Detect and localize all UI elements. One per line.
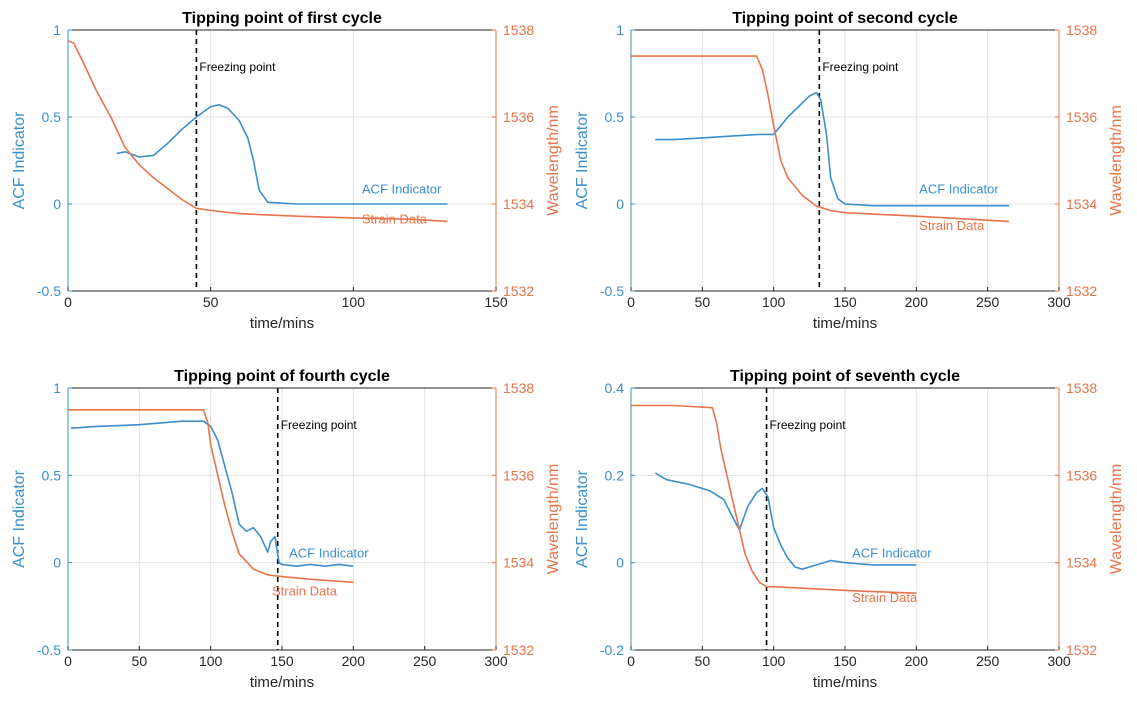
freezing-point-label: Freezing point [199,60,276,74]
x-axis-label: time/mins [250,315,314,332]
y-tick-label: -0.5 [600,283,624,299]
y-tick-label: 0.2 [605,467,625,483]
y2-tick-label: 1532 [503,283,534,299]
x-tick-label: 150 [270,653,294,669]
y2-tick-label: 1538 [503,380,534,396]
y2-axis-label: Wavelength/nm [1108,464,1125,575]
x-tick-label: 50 [132,653,148,669]
y-tick-label: 1 [616,22,624,38]
x-axis-label: time/mins [813,674,877,691]
y2-tick-label: 1538 [1066,22,1097,38]
strain-data-label: Strain Data [852,590,918,605]
y2-tick-label: 1536 [503,109,534,125]
y-axis-label: ACF Indicator [574,111,591,209]
chart-panel-4: Freezing point ACF Indicator Strain Data 0 5… [574,368,1125,691]
y2-tick-label: 1536 [503,467,534,483]
y-axis-label: ACF Indicator [11,111,28,209]
freezing-point-label: Freezing point [770,418,847,432]
strain-data-label: Strain Data [362,212,428,227]
y-tick-label: 0.5 [42,467,62,483]
strain-data-line [67,40,448,223]
y-tick-label: 0.5 [42,109,62,125]
y-tick-label: 1 [53,22,61,38]
y2-axis-label: Wavelength/nm [545,105,562,216]
acf-indicator-line [116,104,448,205]
freezing-point-label: Freezing point [281,418,358,432]
chart-panel-3: Freezing point ACF Indicator Strain Data 0 5… [11,368,562,691]
x-axis-label: time/mins [813,315,877,332]
y-tick-label: 0 [53,555,61,571]
chart-panel-1: Freezing point ACF Indicator Strain Data 0 5… [11,10,562,332]
x-tick-label: 0 [627,294,635,310]
chart-panel-2: Freezing point ACF Indicator Strain Data 0 5… [574,10,1125,332]
y2-tick-label: 1534 [503,555,534,571]
y2-axis-label: Wavelength/nm [1108,105,1125,216]
x-tick-label: 0 [64,653,72,669]
x-tick-label: 100 [762,294,786,310]
plot-area [68,30,496,291]
chart-title: Tipping point of first cycle [182,10,382,27]
strain-data-line [631,404,917,594]
acf-indicator-line [655,91,1010,207]
acf-indicator-line [654,472,917,571]
x-tick-label: 150 [833,294,857,310]
acf-indicator-line [70,420,354,568]
y-axis-label: ACF Indicator [11,469,28,567]
x-tick-label: 50 [695,653,711,669]
acf-indicator-label: ACF Indicator [919,182,999,197]
y-tick-label: 0 [616,196,624,212]
x-tick-label: 150 [833,653,857,669]
y-tick-label: -0.5 [37,283,61,299]
y2-tick-label: 1532 [1066,642,1097,658]
y2-tick-label: 1534 [503,196,534,212]
y2-axis-label: Wavelength/nm [545,464,562,575]
strain-data-line [631,55,1010,223]
y2-tick-label: 1532 [1066,283,1097,299]
x-tick-label: 250 [976,294,1000,310]
y-tick-label: 0 [53,196,61,212]
y-tick-label: 0.5 [605,109,625,125]
chart-title: Tipping point of seventh cycle [730,368,960,385]
x-tick-label: 300 [1047,294,1071,310]
freezing-point-label: Freezing point [822,60,899,74]
acf-indicator-label: ACF Indicator [362,182,442,197]
y-tick-label: -0.2 [600,642,624,658]
acf-indicator-label: ACF Indicator [852,545,932,560]
x-tick-label: 0 [64,294,72,310]
x-tick-label: 150 [484,294,508,310]
y-tick-label: 0 [616,555,624,571]
x-tick-label: 250 [976,653,1000,669]
strain-data-line [68,408,354,584]
chart-title: Tipping point of second cycle [732,10,958,27]
x-tick-label: 200 [342,653,366,669]
x-tick-label: 100 [762,653,786,669]
strain-data-label: Strain Data [272,583,338,598]
strain-data-label: Strain Data [919,218,985,233]
chart-title: Tipping point of fourth cycle [174,368,390,385]
x-tick-label: 300 [1047,653,1071,669]
x-axis-label: time/mins [250,674,314,691]
y2-tick-label: 1532 [503,642,534,658]
y-tick-label: 1 [53,380,61,396]
x-tick-label: 50 [203,294,219,310]
x-tick-label: 250 [413,653,437,669]
y-tick-label: -0.5 [37,642,61,658]
x-tick-label: 0 [627,653,635,669]
x-tick-label: 100 [199,653,223,669]
y2-tick-label: 1534 [1066,196,1097,212]
x-tick-label: 50 [695,294,711,310]
y2-tick-label: 1536 [1066,467,1097,483]
y2-tick-label: 1538 [503,22,534,38]
y2-tick-label: 1534 [1066,555,1097,571]
x-tick-label: 100 [342,294,366,310]
acf-indicator-label: ACF Indicator [289,545,369,560]
x-tick-label: 200 [905,653,929,669]
y-tick-label: 0.4 [605,380,625,396]
y2-tick-label: 1536 [1066,109,1097,125]
y2-tick-label: 1538 [1066,380,1097,396]
y-axis-label: ACF Indicator [574,469,591,567]
x-tick-label: 300 [484,653,508,669]
x-tick-label: 200 [905,294,929,310]
